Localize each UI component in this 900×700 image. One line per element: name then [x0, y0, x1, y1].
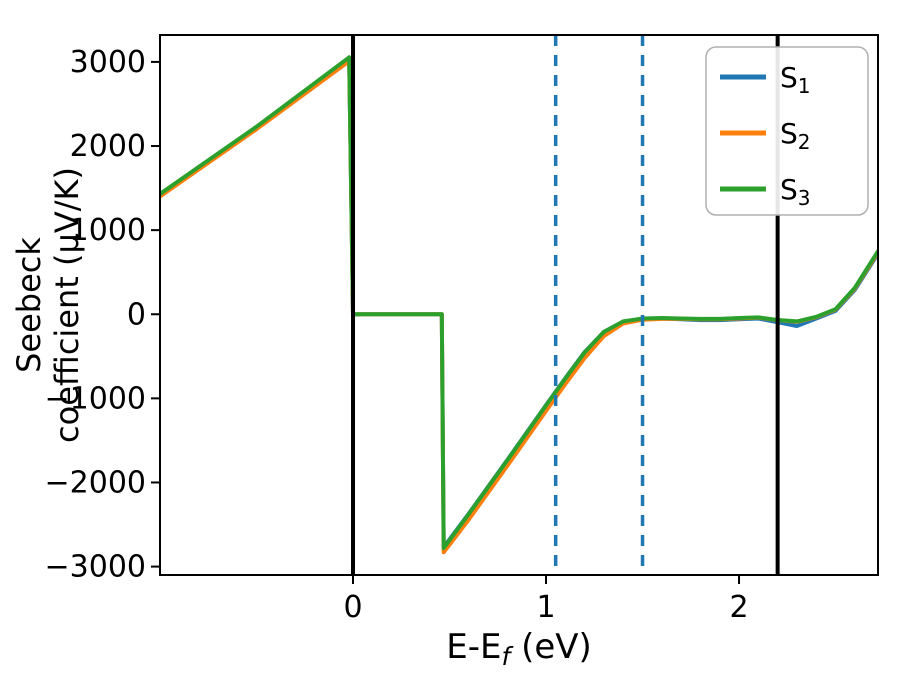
legend-label-S1: S1 [780, 61, 811, 98]
y-axis-label-line1: Seebeck [10, 237, 48, 373]
y-tick-label: −3000 [45, 550, 146, 585]
legend-label-S2: S2 [780, 117, 811, 154]
axes-spines [159, 34, 879, 576]
y-tick-label: 0 [127, 297, 146, 332]
x-axis-label: E-Ef (eV) [446, 627, 592, 671]
y-tick-label: 2000 [70, 129, 146, 164]
legend-box [705, 46, 869, 216]
y-axis-label-line2: coefficient (μV/K) [48, 167, 86, 443]
y-tick-label: 1000 [70, 213, 146, 248]
y-tick-label: 3000 [70, 45, 146, 80]
legend-label-S3: S3 [780, 173, 811, 210]
series-line-S3 [160, 55, 878, 551]
x-tick-label: 1 [536, 590, 555, 625]
x-tick-label: 0 [343, 590, 362, 625]
y-tick-label: −2000 [45, 465, 146, 500]
plot-area [160, 55, 878, 555]
x-tick-label: 2 [729, 590, 748, 625]
y-tick-label: −1000 [45, 381, 146, 416]
